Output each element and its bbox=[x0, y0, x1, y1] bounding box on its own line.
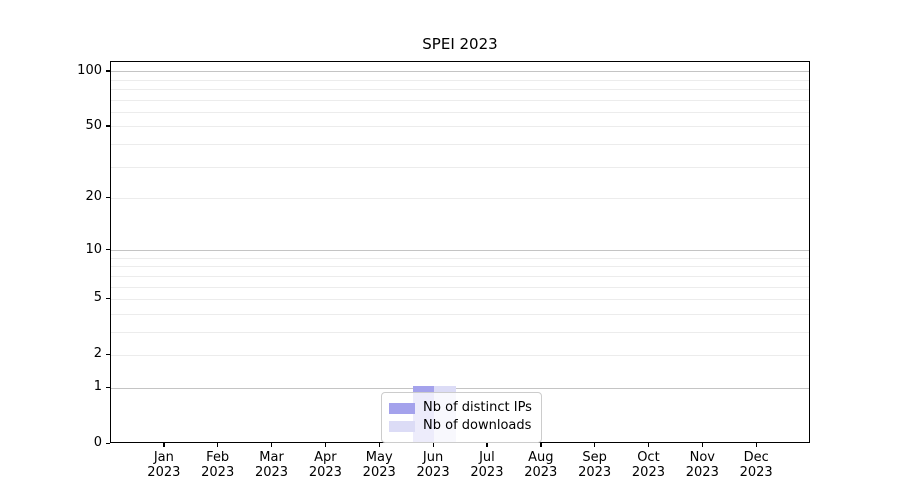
minor-gridline bbox=[111, 197, 809, 199]
legend-swatch-distinct-ips bbox=[389, 402, 415, 414]
minor-gridline bbox=[111, 111, 809, 113]
minor-gridline bbox=[111, 257, 809, 259]
y-tick-mark bbox=[106, 353, 110, 356]
y-tick-mark bbox=[106, 442, 110, 444]
y-tick-label: 1 bbox=[93, 379, 102, 395]
legend-entry-downloads: Nb of downloads bbox=[389, 418, 532, 434]
x-tick-label: Feb 2023 bbox=[201, 450, 235, 480]
x-tick-mark bbox=[755, 443, 757, 447]
x-tick-label: Jul 2023 bbox=[470, 450, 504, 480]
y-tick-mark bbox=[106, 196, 110, 199]
x-tick-mark bbox=[594, 443, 596, 447]
x-tick-label: Jun 2023 bbox=[416, 450, 450, 480]
x-tick-label: Mar 2023 bbox=[254, 450, 289, 480]
x-tick-label: Dec 2023 bbox=[739, 450, 773, 480]
x-tick-mark bbox=[271, 443, 273, 447]
y-tick-mark bbox=[106, 70, 110, 72]
x-tick-mark bbox=[163, 443, 165, 447]
minor-gridline bbox=[111, 89, 809, 91]
legend: Nb of distinct IPs Nb of downloads bbox=[381, 392, 542, 443]
major-gridline bbox=[111, 71, 809, 73]
y-tick-label: 20 bbox=[85, 189, 102, 205]
minor-gridline bbox=[111, 126, 809, 128]
x-tick-label: Nov 2023 bbox=[685, 450, 719, 480]
y-tick-label: 5 bbox=[93, 290, 102, 306]
y-tick-label: 0 bbox=[93, 435, 102, 450]
y-tick-label: 2 bbox=[93, 346, 102, 362]
x-tick-mark bbox=[324, 443, 327, 447]
legend-label-downloads: Nb of downloads bbox=[423, 418, 532, 433]
minor-gridline bbox=[111, 166, 809, 168]
x-tick-label: May 2023 bbox=[362, 450, 396, 480]
minor-gridline bbox=[111, 275, 809, 277]
minor-gridline bbox=[111, 79, 809, 81]
legend-swatch-downloads bbox=[389, 420, 415, 432]
major-gridline bbox=[111, 387, 809, 389]
x-tick-label: Jan 2023 bbox=[147, 450, 181, 480]
x-tick-mark bbox=[432, 443, 434, 447]
minor-gridline bbox=[111, 143, 809, 145]
x-tick-label: Apr 2023 bbox=[308, 450, 342, 480]
legend-label-distinct-ips: Nb of distinct IPs bbox=[423, 400, 532, 415]
minor-gridline bbox=[111, 313, 809, 315]
minor-gridline bbox=[111, 331, 809, 333]
x-tick-label: Sep 2023 bbox=[578, 450, 612, 480]
y-tick-mark bbox=[106, 297, 110, 300]
y-tick-label: 100 bbox=[77, 62, 102, 78]
plot-area bbox=[110, 61, 810, 443]
x-tick-mark bbox=[701, 443, 704, 447]
chart-title: SPEI 2023 bbox=[422, 35, 498, 53]
minor-gridline bbox=[111, 298, 809, 300]
y-tick-mark bbox=[106, 386, 110, 388]
x-tick-mark bbox=[486, 443, 488, 447]
minor-gridline bbox=[111, 354, 809, 356]
minor-gridline bbox=[111, 266, 809, 268]
y-tick-label: 50 bbox=[85, 117, 102, 133]
x-tick-label: Aug 2023 bbox=[524, 450, 558, 480]
x-tick-label: Oct 2023 bbox=[631, 450, 665, 480]
minor-gridline bbox=[111, 286, 809, 288]
y-tick-label: 10 bbox=[85, 241, 102, 257]
major-gridline bbox=[111, 250, 809, 252]
y-tick-mark bbox=[106, 125, 110, 127]
x-tick-mark bbox=[217, 443, 219, 447]
y-tick-mark bbox=[106, 249, 110, 251]
x-tick-mark bbox=[647, 443, 650, 447]
x-tick-mark bbox=[378, 443, 381, 447]
legend-entry-distinct-ips: Nb of distinct IPs bbox=[389, 400, 532, 416]
x-tick-mark bbox=[540, 443, 542, 447]
minor-gridline bbox=[111, 99, 809, 101]
